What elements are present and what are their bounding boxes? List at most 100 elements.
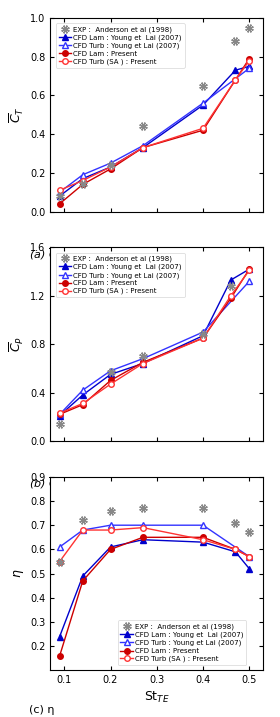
CFD Turb (SA ) : Present: (0.46, 1.2): Present: (0.46, 1.2) — [229, 292, 232, 300]
EXP :  Anderson et al (1998): (0.5, 0.67): Anderson et al (1998): (0.5, 0.67) — [248, 528, 251, 537]
CFD Turb : Young et Lai (2007): (0.2, 0.58): Young et Lai (2007): (0.2, 0.58) — [109, 366, 112, 375]
CFD Lam : Young et  Lai (2007): (0.14, 0.49): Young et Lai (2007): (0.14, 0.49) — [81, 571, 85, 580]
CFD Turb : Young et Lai (2007): (0.5, 0.57): Young et Lai (2007): (0.5, 0.57) — [248, 552, 251, 561]
Line: CFD Lam : Young et  Lai (2007): CFD Lam : Young et Lai (2007) — [57, 64, 252, 199]
CFD Turb : Young et Lai (2007): (0.14, 0.19): Young et Lai (2007): (0.14, 0.19) — [81, 171, 85, 179]
CFD Lam : Present: (0.14, 0.47): Present: (0.14, 0.47) — [81, 576, 85, 585]
CFD Lam : Present: (0.09, 0.04): Present: (0.09, 0.04) — [58, 199, 61, 208]
CFD Lam : Present: (0.2, 0.22): Present: (0.2, 0.22) — [109, 165, 112, 174]
CFD Lam : Present: (0.27, 0.65): Present: (0.27, 0.65) — [141, 533, 144, 541]
CFD Turb (SA ) : Present: (0.27, 0.64): Present: (0.27, 0.64) — [141, 359, 144, 368]
CFD Turb (SA ) : Present: (0.47, 0.6): Present: (0.47, 0.6) — [234, 545, 237, 554]
EXP :  Anderson et al (1998): (0.27, 0.44): Anderson et al (1998): (0.27, 0.44) — [141, 122, 144, 130]
CFD Lam : Present: (0.09, 0.22): Present: (0.09, 0.22) — [58, 410, 61, 419]
Line: EXP :  Anderson et al (1998): EXP : Anderson et al (1998) — [55, 504, 253, 566]
EXP :  Anderson et al (1998): (0.27, 0.7): Anderson et al (1998): (0.27, 0.7) — [141, 352, 144, 361]
CFD Turb (SA ) : Present: (0.4, 0.43): Present: (0.4, 0.43) — [201, 124, 205, 133]
CFD Lam : Present: (0.47, 0.6): Present: (0.47, 0.6) — [234, 545, 237, 554]
CFD Turb : Young et Lai (2007): (0.27, 0.68): Young et Lai (2007): (0.27, 0.68) — [141, 354, 144, 363]
CFD Turb : Young et Lai (2007): (0.4, 0.9): Young et Lai (2007): (0.4, 0.9) — [201, 328, 205, 336]
Y-axis label: $\eta$: $\eta$ — [12, 569, 26, 579]
CFD Turb (SA ) : Present: (0.09, 0.11): Present: (0.09, 0.11) — [58, 186, 61, 194]
Y-axis label: $\overline{C}_T$: $\overline{C}_T$ — [8, 106, 26, 123]
CFD Lam : Young et  Lai (2007): (0.2, 0.23): Young et Lai (2007): (0.2, 0.23) — [109, 163, 112, 171]
Line: CFD Turb : Young et Lai (2007): CFD Turb : Young et Lai (2007) — [57, 278, 252, 417]
EXP :  Anderson et al (1998): (0.4, 0.65): Anderson et al (1998): (0.4, 0.65) — [201, 82, 205, 90]
CFD Lam : Young et  Lai (2007): (0.09, 0.24): Young et Lai (2007): (0.09, 0.24) — [58, 632, 61, 641]
CFD Lam : Young et  Lai (2007): (0.4, 0.55): Young et Lai (2007): (0.4, 0.55) — [201, 101, 205, 110]
CFD Lam : Present: (0.5, 0.79): Present: (0.5, 0.79) — [248, 54, 251, 63]
CFD Lam : Present: (0.4, 0.42): Present: (0.4, 0.42) — [201, 126, 205, 135]
CFD Lam : Young et  Lai (2007): (0.47, 0.73): Young et Lai (2007): (0.47, 0.73) — [234, 66, 237, 75]
CFD Turb (SA ) : Present: (0.09, 0.55): Present: (0.09, 0.55) — [58, 557, 61, 566]
CFD Turb (SA ) : Present: (0.14, 0.31): Present: (0.14, 0.31) — [81, 399, 85, 408]
CFD Turb (SA ) : Present: (0.14, 0.16): Present: (0.14, 0.16) — [81, 176, 85, 185]
CFD Lam : Young et  Lai (2007): (0.46, 1.33): Young et Lai (2007): (0.46, 1.33) — [229, 276, 232, 285]
CFD Lam : Present: (0.5, 0.57): Present: (0.5, 0.57) — [248, 552, 251, 561]
CFD Lam : Present: (0.27, 0.33): Present: (0.27, 0.33) — [141, 143, 144, 152]
Line: CFD Lam : Present: CFD Lam : Present — [57, 56, 252, 206]
Line: CFD Lam : Present: CFD Lam : Present — [57, 267, 252, 417]
CFD Turb (SA ) : Present: (0.09, 0.23): Present: (0.09, 0.23) — [58, 409, 61, 417]
CFD Turb : Young et Lai (2007): (0.09, 0.1): Young et Lai (2007): (0.09, 0.1) — [58, 188, 61, 196]
CFD Lam : Present: (0.27, 0.65): Present: (0.27, 0.65) — [141, 358, 144, 366]
Line: CFD Turb : Young et Lai (2007): CFD Turb : Young et Lai (2007) — [57, 65, 252, 195]
Line: CFD Turb : Young et Lai (2007): CFD Turb : Young et Lai (2007) — [57, 523, 252, 559]
CFD Lam : Young et  Lai (2007): (0.27, 0.64): Young et Lai (2007): (0.27, 0.64) — [141, 536, 144, 544]
CFD Lam : Young et  Lai (2007): (0.4, 0.63): Young et Lai (2007): (0.4, 0.63) — [201, 538, 205, 546]
CFD Turb : Young et Lai (2007): (0.5, 1.32): Young et Lai (2007): (0.5, 1.32) — [248, 277, 251, 285]
EXP :  Anderson et al (1998): (0.09, 0.55): Anderson et al (1998): (0.09, 0.55) — [58, 557, 61, 566]
CFD Lam : Young et  Lai (2007): (0.47, 0.59): Young et Lai (2007): (0.47, 0.59) — [234, 548, 237, 556]
EXP :  Anderson et al (1998): (0.09, 0.08): Anderson et al (1998): (0.09, 0.08) — [58, 191, 61, 200]
CFD Turb (SA ) : Present: (0.5, 1.41): Present: (0.5, 1.41) — [248, 266, 251, 275]
CFD Turb (SA ) : Present: (0.5, 0.57): Present: (0.5, 0.57) — [248, 552, 251, 561]
CFD Lam : Young et  Lai (2007): (0.09, 0.08): Young et Lai (2007): (0.09, 0.08) — [58, 191, 61, 200]
CFD Turb : Young et Lai (2007): (0.5, 0.74): Young et Lai (2007): (0.5, 0.74) — [248, 64, 251, 72]
CFD Turb : Young et Lai (2007): (0.2, 0.25): Young et Lai (2007): (0.2, 0.25) — [109, 159, 112, 168]
CFD Lam : Present: (0.2, 0.5): Present: (0.2, 0.5) — [109, 376, 112, 385]
Legend: EXP :  Anderson et al (1998), CFD Lam : Young et  Lai (2007), CFD Turb : Young e: EXP : Anderson et al (1998), CFD Lam : Y… — [118, 620, 246, 665]
CFD Turb (SA ) : Present: (0.27, 0.33): Present: (0.27, 0.33) — [141, 143, 144, 152]
Line: CFD Lam : Present: CFD Lam : Present — [57, 535, 252, 659]
CFD Lam : Present: (0.47, 0.68): Present: (0.47, 0.68) — [234, 75, 237, 84]
CFD Lam : Present: (0.4, 0.85): Present: (0.4, 0.85) — [201, 334, 205, 343]
CFD Lam : Present: (0.5, 1.42): Present: (0.5, 1.42) — [248, 265, 251, 273]
EXP :  Anderson et al (1998): (0.2, 0.57): Anderson et al (1998): (0.2, 0.57) — [109, 368, 112, 376]
Text: (b) $\overline{C}_P$: (b) $\overline{C}_P$ — [29, 476, 63, 492]
Line: CFD Turb (SA ) : Present: CFD Turb (SA ) : Present — [57, 525, 252, 564]
Legend: EXP :  Anderson et al (1998), CFD Lam : Young et  Lai (2007), CFD Turb : Young e: EXP : Anderson et al (1998), CFD Lam : Y… — [56, 253, 185, 298]
CFD Lam : Young et  Lai (2007): (0.5, 0.52): Young et Lai (2007): (0.5, 0.52) — [248, 564, 251, 573]
Line: EXP :  Anderson et al (1998): EXP : Anderson et al (1998) — [55, 24, 253, 200]
CFD Turb (SA ) : Present: (0.4, 0.85): Present: (0.4, 0.85) — [201, 334, 205, 343]
CFD Turb (SA ) : Present: (0.2, 0.68): Present: (0.2, 0.68) — [109, 526, 112, 534]
CFD Lam : Present: (0.46, 1.18): Present: (0.46, 1.18) — [229, 294, 232, 303]
CFD Lam : Present: (0.14, 0.14): Present: (0.14, 0.14) — [81, 180, 85, 189]
EXP :  Anderson et al (1998): (0.47, 0.88): Anderson et al (1998): (0.47, 0.88) — [234, 37, 237, 45]
CFD Lam : Young et  Lai (2007): (0.4, 0.87): Young et Lai (2007): (0.4, 0.87) — [201, 331, 205, 340]
CFD Turb : Young et Lai (2007): (0.14, 0.68): Young et Lai (2007): (0.14, 0.68) — [81, 526, 85, 534]
CFD Turb : Young et Lai (2007): (0.09, 0.22): Young et Lai (2007): (0.09, 0.22) — [58, 410, 61, 419]
EXP :  Anderson et al (1998): (0.09, 0.14): Anderson et al (1998): (0.09, 0.14) — [58, 419, 61, 428]
EXP :  Anderson et al (1998): (0.4, 0.88): Anderson et al (1998): (0.4, 0.88) — [201, 330, 205, 339]
EXP :  Anderson et al (1998): (0.5, 0.95): Anderson et al (1998): (0.5, 0.95) — [248, 24, 251, 32]
EXP :  Anderson et al (1998): (0.14, 0.14): Anderson et al (1998): (0.14, 0.14) — [81, 180, 85, 189]
Line: CFD Lam : Young et  Lai (2007): CFD Lam : Young et Lai (2007) — [57, 267, 252, 418]
EXP :  Anderson et al (1998): (0.27, 0.77): Anderson et al (1998): (0.27, 0.77) — [141, 504, 144, 513]
CFD Turb (SA ) : Present: (0.5, 0.78): Present: (0.5, 0.78) — [248, 56, 251, 65]
CFD Lam : Present: (0.14, 0.3): Present: (0.14, 0.3) — [81, 400, 85, 409]
EXP :  Anderson et al (1998): (0.46, 1.28): Anderson et al (1998): (0.46, 1.28) — [229, 282, 232, 290]
CFD Lam : Young et  Lai (2007): (0.5, 0.75): Young et Lai (2007): (0.5, 0.75) — [248, 62, 251, 71]
CFD Turb : Young et Lai (2007): (0.4, 0.7): Young et Lai (2007): (0.4, 0.7) — [201, 521, 205, 529]
Line: EXP :  Anderson et al (1998): EXP : Anderson et al (1998) — [55, 282, 235, 428]
Text: (c) η: (c) η — [29, 706, 55, 716]
CFD Turb : Young et Lai (2007): (0.27, 0.7): Young et Lai (2007): (0.27, 0.7) — [141, 521, 144, 529]
CFD Lam : Young et  Lai (2007): (0.2, 0.55): Young et Lai (2007): (0.2, 0.55) — [109, 370, 112, 379]
CFD Turb : Young et Lai (2007): (0.27, 0.34): Young et Lai (2007): (0.27, 0.34) — [141, 141, 144, 150]
CFD Lam : Present: (0.4, 0.65): Present: (0.4, 0.65) — [201, 533, 205, 541]
CFD Lam : Young et  Lai (2007): (0.14, 0.17): Young et Lai (2007): (0.14, 0.17) — [81, 174, 85, 183]
CFD Turb (SA ) : Present: (0.4, 0.64): Present: (0.4, 0.64) — [201, 536, 205, 544]
Y-axis label: $\overline{C}_P$: $\overline{C}_P$ — [8, 336, 26, 352]
CFD Lam : Young et  Lai (2007): (0.2, 0.61): Young et Lai (2007): (0.2, 0.61) — [109, 543, 112, 551]
Line: CFD Lam : Young et  Lai (2007): CFD Lam : Young et Lai (2007) — [57, 537, 252, 640]
CFD Turb (SA ) : Present: (0.2, 0.47): Present: (0.2, 0.47) — [109, 380, 112, 389]
